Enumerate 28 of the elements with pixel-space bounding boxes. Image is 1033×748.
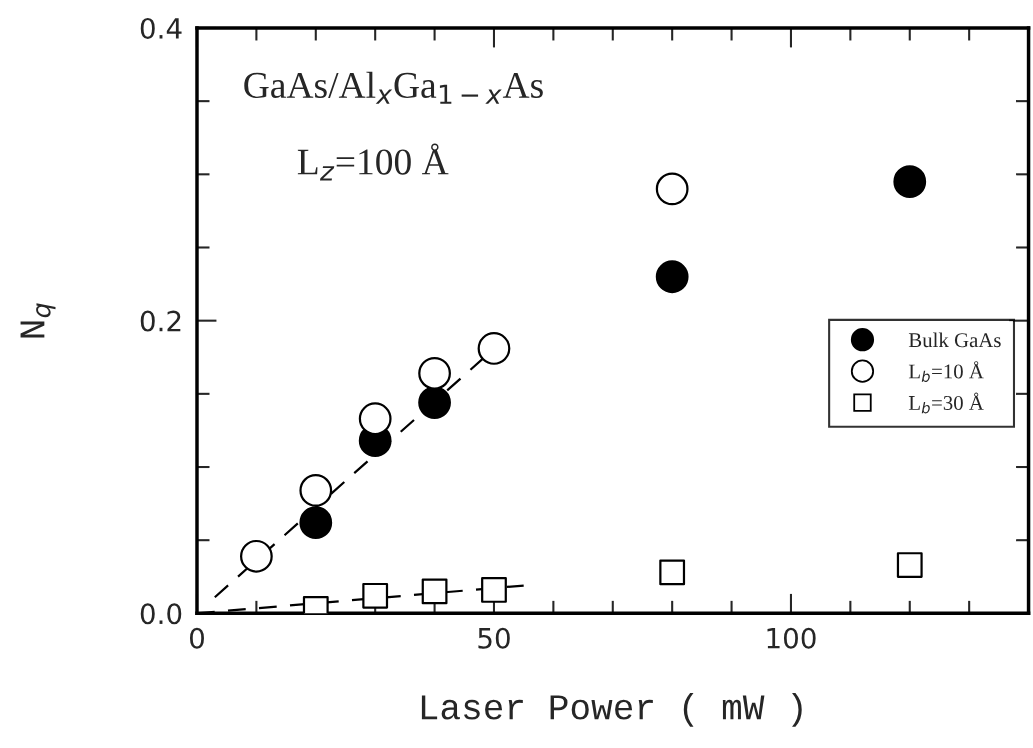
point	[362, 582, 389, 609]
point	[893, 165, 927, 199]
y-tick-label: 0.0	[140, 603, 182, 625]
legend-label: Bulk GaAs	[908, 332, 1001, 348]
point	[896, 552, 923, 578]
x-tick-label: 100	[767, 627, 816, 649]
point	[659, 559, 686, 586]
x-tick-label: 0	[189, 627, 204, 649]
point	[418, 386, 451, 420]
point	[477, 332, 511, 365]
point	[655, 172, 689, 206]
point	[240, 539, 273, 573]
x-tick-label: 50	[478, 627, 510, 649]
point	[358, 402, 392, 436]
point	[299, 474, 333, 507]
x-axis-title: Laser Power ( mW )	[421, 693, 802, 727]
point	[481, 577, 507, 603]
legend-label: L$_{b}$=30 Å	[908, 392, 984, 414]
point	[418, 356, 451, 390]
annotation: L$_{z}$=100 Å	[297, 143, 449, 181]
point	[299, 506, 333, 540]
y-axis-title: N$_{q}$	[20, 303, 56, 338]
legend-label: L$_{b}$=10 Å	[908, 361, 984, 382]
y-tick-label: 0.2	[140, 310, 181, 332]
point	[421, 578, 448, 605]
annotation: GaAs/Al$_{x}$Ga$_{1−x}$As	[244, 71, 543, 104]
point	[655, 260, 689, 294]
y-tick-label: 0.4	[140, 17, 182, 39]
